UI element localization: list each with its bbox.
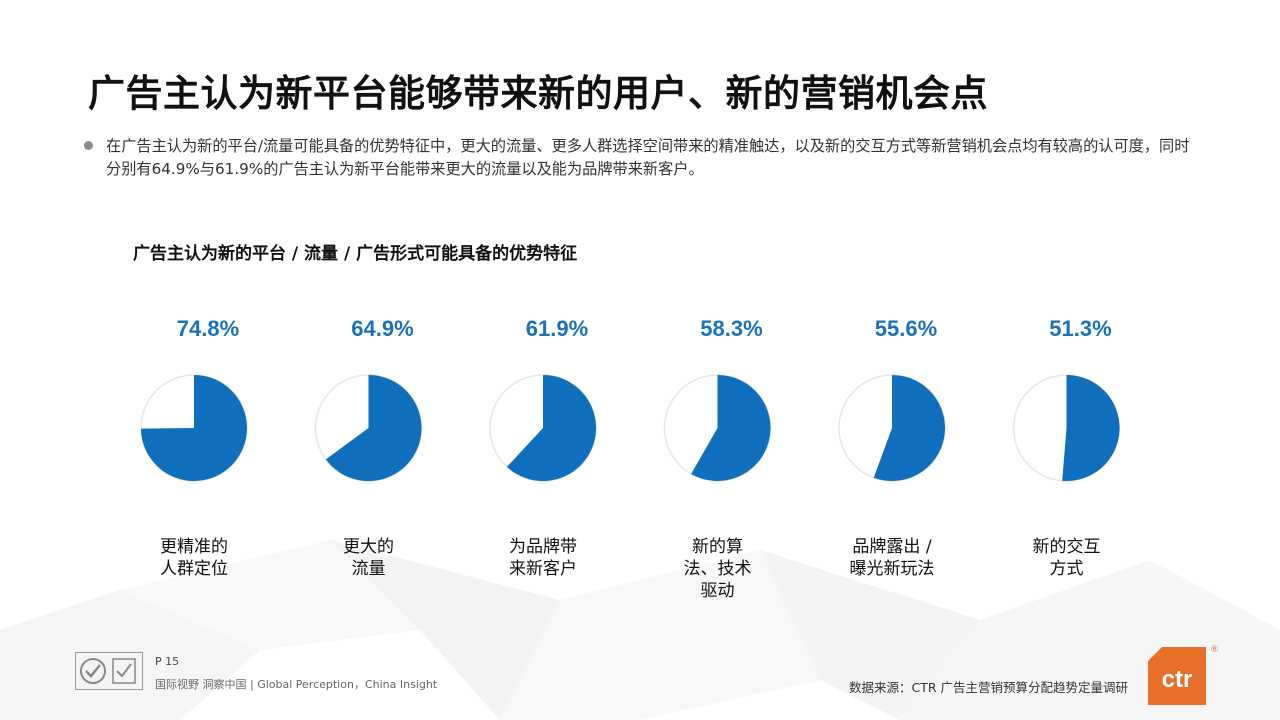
category-label-line: 人群定位 [160, 559, 228, 579]
ctr-logo-text: ctr [1162, 666, 1193, 693]
category-label-line: 来新客户 [509, 559, 577, 579]
category-label-line: 曝光新玩法 [849, 559, 935, 579]
category-label: 为品牌带 来新客户 [478, 536, 608, 580]
category-label-line: 新的交互 [1032, 537, 1101, 557]
certification-logo [75, 652, 143, 690]
category-label-line: 更大的 [343, 537, 394, 557]
category-label-line: 法、技术 [683, 559, 752, 579]
category-label: 新的交互 方式 [1002, 536, 1132, 580]
pie-slice [691, 375, 771, 481]
percent-label: 58.3% [700, 316, 762, 341]
chart-title: 广告主认为新的平台 / 流量 / 广告形式可能具备的优势特征 [133, 244, 578, 264]
category-label-line: 方式 [1049, 559, 1084, 579]
category-label: 更大的 流量 [304, 536, 434, 580]
page-number: P 15 [155, 655, 180, 668]
pie-slice [141, 375, 247, 482]
category-label-line: 新的算 [692, 537, 743, 557]
category-label-line: 品牌露出 / [852, 537, 932, 557]
background-pattern [0, 540, 1280, 720]
page-title: 广告主认为新平台能够带来新的用户、新的营销机会点 [88, 72, 988, 115]
pie-slice [506, 375, 597, 482]
percent-label: 64.9% [351, 316, 413, 341]
category-label: 品牌露出 / 曝光新玩法 [827, 536, 957, 580]
category-label-line: 驱动 [700, 581, 735, 601]
category-label-line: 更精准的 [160, 537, 228, 557]
bullet-dot [84, 141, 93, 150]
percent-label: 61.9% [526, 316, 588, 341]
category-label: 新的算 法、技术 驱动 [653, 536, 783, 602]
category-label: 更精准的 人群定位 [129, 536, 259, 580]
ctr-logo: ctr [1148, 647, 1206, 705]
registered-mark: ® [1210, 645, 1219, 655]
pie-slice [325, 375, 422, 482]
percent-label: 74.8% [177, 316, 239, 341]
pie-slice [1062, 375, 1120, 481]
percent-label: 51.3% [1049, 316, 1111, 341]
footer-slogan: 国际视野 洞察中国 | Global Perception，China Insi… [155, 678, 438, 691]
pie-slice [873, 375, 946, 481]
summary-text: 在广告主认为新的平台/流量可能具备的优势特征中，更大的流量、更多人群选择空间带来… [106, 137, 1190, 178]
category-label-line: 流量 [351, 559, 386, 579]
percent-label: 55.6% [875, 316, 937, 341]
category-label-line: 为品牌带 [509, 537, 577, 557]
data-source: 数据来源：CTR 广告主营销预算分配趋势定量调研 [848, 680, 1128, 695]
